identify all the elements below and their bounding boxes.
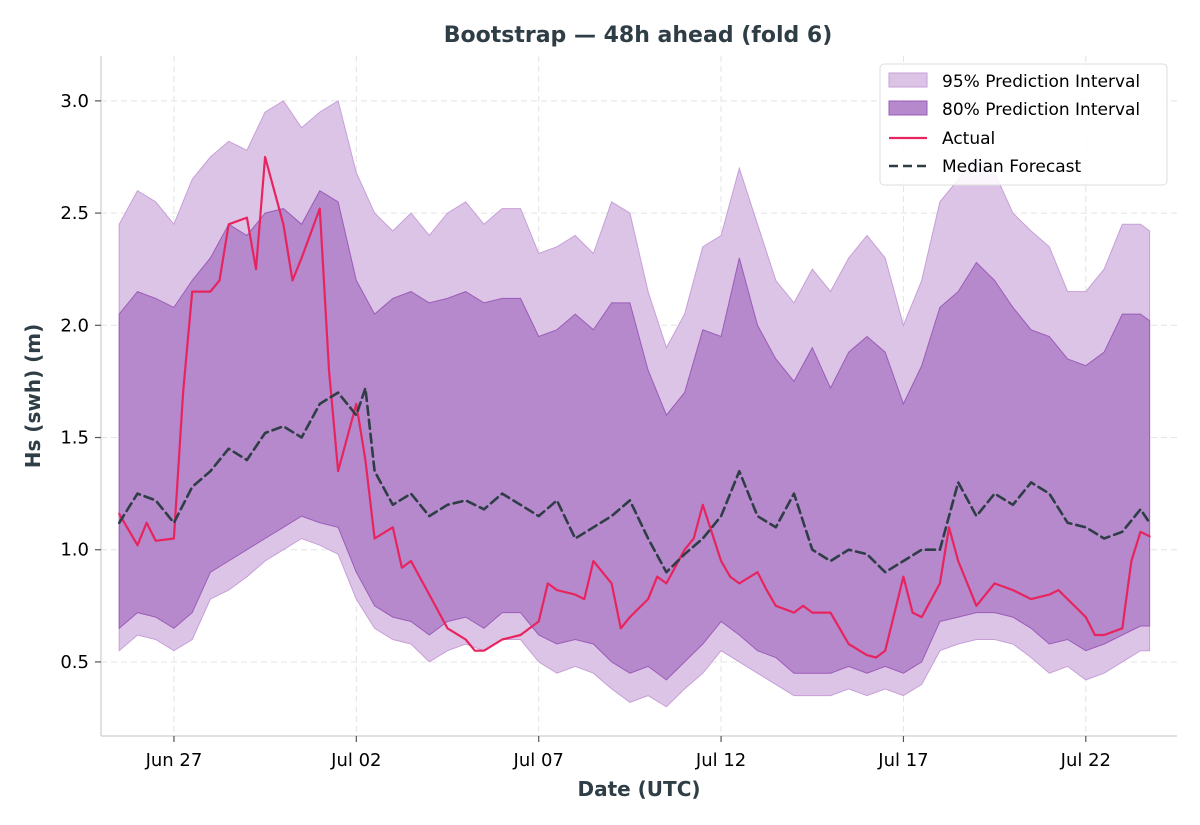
ticks: 0.5 1.0 1.5 2.0 2.5 3.0 Jun 27 Jul 02 Jul 07 Jul … bbox=[60, 91, 1111, 771]
legend-label-actual: Actual bbox=[942, 129, 995, 149]
x-tick-label: Jun 27 bbox=[145, 750, 203, 771]
y-tick-label: 0.5 bbox=[60, 652, 89, 673]
y-tick-label: 3.0 bbox=[60, 91, 89, 112]
interval-bands bbox=[118, 100, 1151, 708]
band-80-prediction-interval bbox=[118, 189, 1151, 681]
series-lines bbox=[117, 155, 1151, 659]
legend-swatch-80-interval bbox=[888, 100, 928, 116]
x-axis-title: Date (UTC) bbox=[577, 777, 700, 801]
legend-swatch-95-interval bbox=[888, 72, 928, 88]
y-axis-title: Hs (swh) (m) bbox=[21, 324, 45, 469]
x-tick-label: Jul 17 bbox=[877, 750, 928, 771]
legend: 95% Prediction Interval 80% Prediction I… bbox=[879, 63, 1168, 186]
line-actual bbox=[118, 155, 1151, 659]
legend-label-95-interval: 95% Prediction Interval bbox=[942, 72, 1140, 92]
line-median-forecast bbox=[117, 386, 1151, 574]
x-tick-label: Jul 07 bbox=[513, 750, 564, 771]
y-tick-label: 2.5 bbox=[60, 203, 89, 224]
legend-label-median-forecast: Median Forecast bbox=[942, 157, 1082, 177]
x-tick-label: Jul 02 bbox=[330, 750, 381, 771]
x-tick-label: Jul 22 bbox=[1060, 750, 1111, 771]
y-tick-label: 1.5 bbox=[60, 428, 89, 449]
legend-label-80-interval: 80% Prediction Interval bbox=[942, 100, 1140, 120]
chart-title: Bootstrap — 48h ahead (fold 6) bbox=[444, 23, 833, 48]
y-tick-label: 1.0 bbox=[60, 540, 89, 561]
y-tick-label: 2.0 bbox=[60, 315, 89, 336]
legend-box bbox=[879, 63, 1168, 186]
x-tick-label: Jul 12 bbox=[695, 750, 746, 771]
